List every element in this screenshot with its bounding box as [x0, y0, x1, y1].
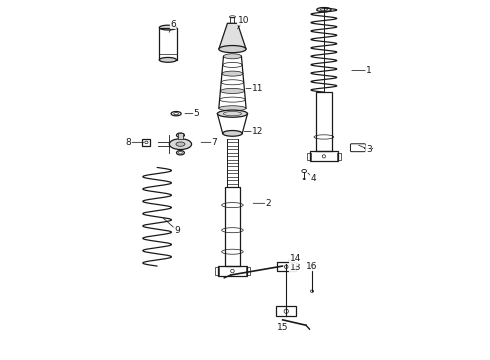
Polygon shape: [219, 23, 246, 49]
Bar: [277, 262, 295, 271]
Text: 15: 15: [277, 323, 289, 332]
Ellipse shape: [176, 142, 185, 146]
Text: 11: 11: [252, 84, 263, 93]
Text: 14: 14: [290, 255, 301, 264]
Ellipse shape: [219, 45, 246, 53]
Text: 8: 8: [125, 138, 131, 147]
Bar: [225, 187, 240, 266]
Text: 9: 9: [174, 226, 180, 235]
Ellipse shape: [223, 54, 242, 59]
Ellipse shape: [222, 131, 242, 136]
Bar: [178, 134, 183, 139]
Bar: [276, 306, 296, 316]
Bar: [218, 266, 247, 276]
Ellipse shape: [219, 106, 246, 111]
Text: 2: 2: [266, 199, 271, 208]
Ellipse shape: [159, 58, 176, 62]
Text: 4: 4: [310, 174, 316, 183]
Text: 16: 16: [306, 262, 317, 271]
Text: 6: 6: [171, 19, 176, 28]
Text: 7: 7: [212, 138, 218, 147]
Text: 3: 3: [366, 145, 371, 154]
Ellipse shape: [159, 25, 176, 30]
Bar: [337, 153, 341, 160]
Bar: [246, 267, 250, 275]
Text: 5: 5: [194, 109, 199, 118]
Text: 13: 13: [290, 264, 301, 273]
Text: 12: 12: [252, 127, 263, 136]
Ellipse shape: [222, 71, 243, 76]
Bar: [215, 267, 219, 275]
Ellipse shape: [170, 139, 192, 149]
Text: 10: 10: [238, 16, 249, 25]
Ellipse shape: [218, 110, 247, 117]
Bar: [316, 92, 332, 151]
Text: 1: 1: [366, 66, 371, 75]
Bar: [143, 139, 150, 146]
Ellipse shape: [220, 89, 245, 94]
Bar: [307, 153, 311, 160]
Ellipse shape: [317, 8, 331, 12]
Bar: [159, 28, 176, 60]
Bar: [310, 151, 338, 161]
Bar: [230, 17, 234, 23]
